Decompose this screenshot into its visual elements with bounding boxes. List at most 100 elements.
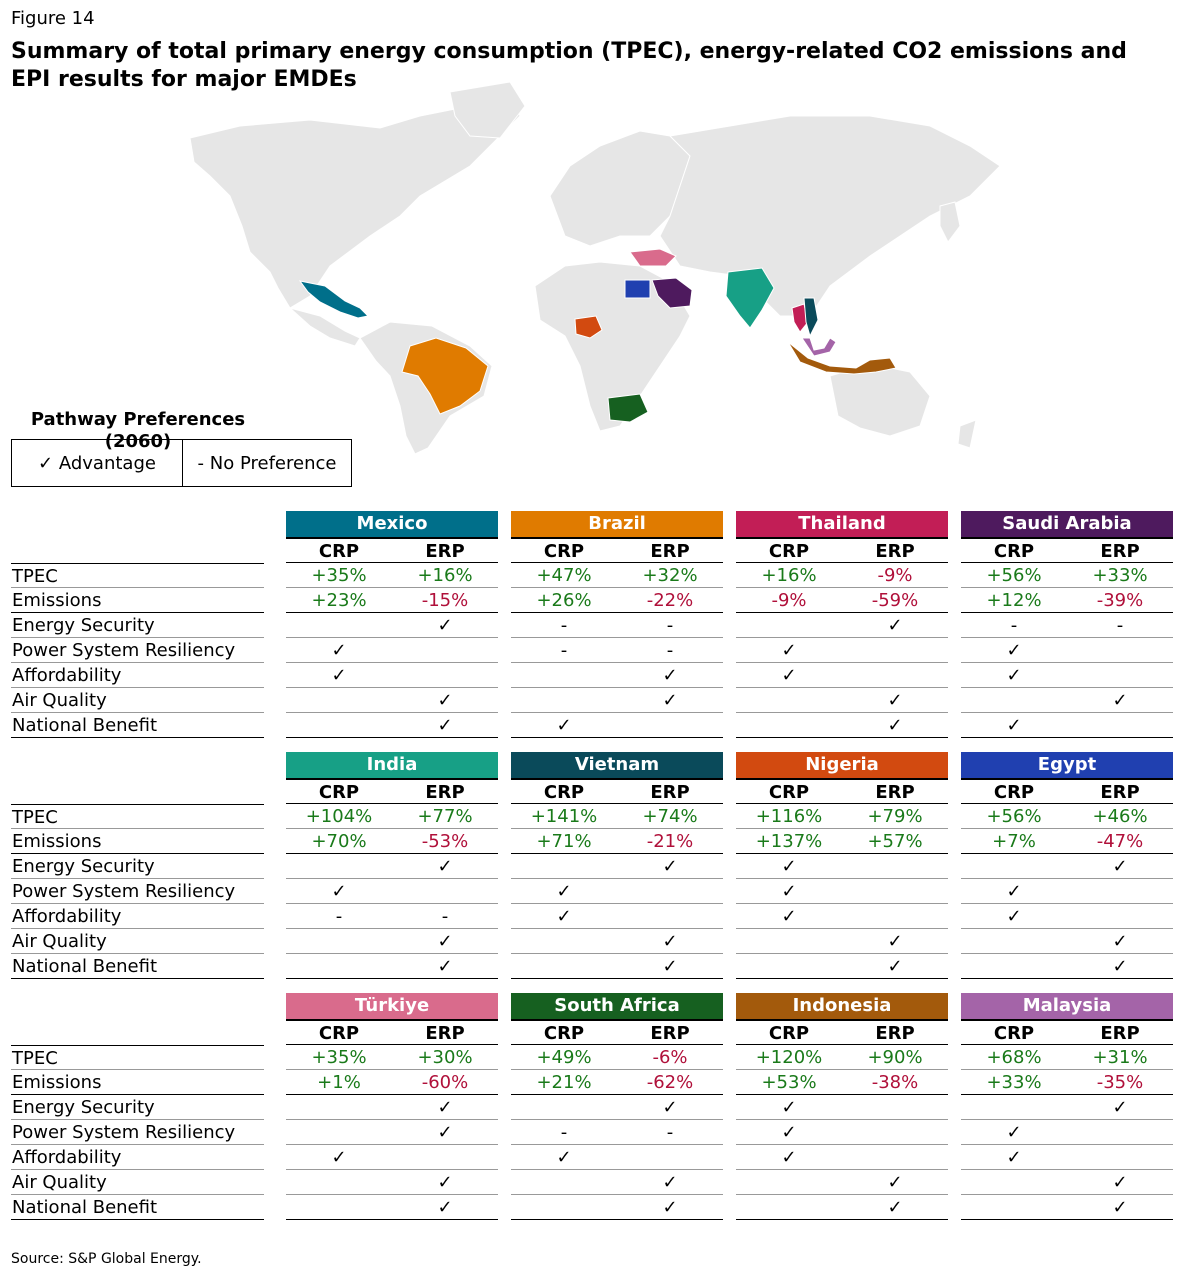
table-cell — [842, 1095, 948, 1119]
table-cell — [617, 904, 723, 928]
table-cell: ✓ — [556, 1147, 572, 1168]
japan-landmass — [939, 201, 961, 243]
table-cell — [286, 688, 392, 712]
table-cell: - — [560, 640, 568, 661]
table-row: +68% +31% — [961, 1045, 1173, 1070]
table-cell — [392, 879, 498, 903]
country-header: Indonesia — [736, 993, 948, 1019]
table-cell — [392, 663, 498, 687]
table-cell: -60% — [421, 1072, 469, 1093]
table-cell: ✓ — [437, 1172, 453, 1193]
table-row: ✓ — [511, 1095, 723, 1120]
row-label: Affordability — [11, 1145, 264, 1170]
table-cell: +47% — [536, 565, 592, 586]
table-cell — [736, 1170, 842, 1194]
row-labels: TPEC Emissions Energy Security Power System… — [11, 563, 264, 738]
table-row: ✓ — [736, 1170, 948, 1195]
table-cell — [286, 929, 392, 953]
country-header: Vietnam — [511, 752, 723, 778]
table-row: +71% -21% — [511, 829, 723, 854]
pathway-header: ERP — [875, 782, 915, 803]
table-cell — [842, 1120, 948, 1144]
table-cell — [286, 713, 392, 737]
country-column: South Africa CRP ERP +49% -6% +21% -62% ✓ - - ✓ ✓ ✓ — [511, 993, 723, 1220]
pathway-header-row: CRP ERP — [286, 1019, 498, 1045]
table-cell — [392, 638, 498, 662]
table-row: ✓ — [961, 954, 1173, 979]
country-column: Türkiye CRP ERP +35% +30% +1% -60% ✓ ✓ ✓ ✓ ✓ — [286, 993, 498, 1220]
pathway-header: CRP — [768, 541, 810, 562]
table-row: +137% +57% — [736, 829, 948, 854]
table-cell — [961, 929, 1067, 953]
table-cell: - — [666, 615, 674, 636]
table-cell: ✓ — [1006, 715, 1022, 736]
pathway-header-row: CRP ERP — [736, 1019, 948, 1045]
table-cell — [511, 663, 617, 687]
table-row: +1% -60% — [286, 1070, 498, 1095]
table-row: +120% +90% — [736, 1045, 948, 1070]
row-label: TPEC — [11, 563, 264, 588]
south-africa-shape — [607, 393, 649, 423]
pathway-header: CRP — [318, 541, 360, 562]
pathway-header: ERP — [875, 1023, 915, 1044]
table-cell: +31% — [1092, 1047, 1148, 1068]
table-row: ✓ — [286, 638, 498, 663]
table-cell: ✓ — [331, 881, 347, 902]
country-column: Nigeria CRP ERP +116% +79% +137% +57% ✓ ✓ ✓ ✓ ✓ — [736, 752, 948, 979]
pathway-header: ERP — [425, 541, 465, 562]
table-row: +56% +46% — [961, 804, 1173, 829]
table-cell: +16% — [761, 565, 817, 586]
greenland-landmass — [449, 81, 526, 139]
pathway-header: ERP — [650, 541, 690, 562]
new-zealand-landmass — [957, 419, 977, 449]
table-cell — [1067, 638, 1173, 662]
table-row: +49% -6% — [511, 1045, 723, 1070]
table-row: +23% -15% — [286, 588, 498, 613]
row-label: Affordability — [11, 663, 264, 688]
central-america-landmass — [289, 307, 361, 347]
pathway-header-row: CRP ERP — [511, 778, 723, 804]
pathway-header: CRP — [543, 541, 585, 562]
table-row: +53% -38% — [736, 1070, 948, 1095]
table-cell — [842, 1145, 948, 1169]
table-block: TPEC Emissions Energy Security Power System… — [0, 752, 1186, 988]
table-cell: -62% — [646, 1072, 694, 1093]
row-label: Emissions — [11, 1070, 264, 1095]
table-cell: +21% — [536, 1072, 592, 1093]
table-row: ✓ — [511, 854, 723, 879]
table-cell: - — [560, 1122, 568, 1143]
pathway-header: CRP — [543, 782, 585, 803]
table-cell — [961, 854, 1067, 878]
table-cell: +53% — [761, 1072, 817, 1093]
table-row: ✓ — [511, 688, 723, 713]
saudi-arabia-shape — [651, 277, 693, 309]
pathway-header-row: CRP ERP — [511, 1019, 723, 1045]
table-cell: +1% — [317, 1072, 361, 1093]
table-cell: ✓ — [437, 715, 453, 736]
table-cell: ✓ — [887, 615, 903, 636]
north-america-landmass — [189, 91, 521, 309]
table-cell: +104% — [305, 806, 373, 827]
pathway-header: CRP — [768, 782, 810, 803]
row-label: Air Quality — [11, 929, 264, 954]
table-cell: ✓ — [781, 881, 797, 902]
legend-no-preference: - No Preference — [197, 452, 337, 474]
table-cell: ✓ — [1006, 881, 1022, 902]
table-cell: -47% — [1096, 831, 1144, 852]
table-row: ✓ — [286, 1170, 498, 1195]
table-row: ✓ — [286, 854, 498, 879]
table-cell: - — [441, 906, 449, 927]
table-cell: ✓ — [781, 1147, 797, 1168]
table-row: ✓ — [286, 663, 498, 688]
table-cell — [961, 688, 1067, 712]
malaysia-shape — [801, 337, 837, 357]
table-cell — [511, 854, 617, 878]
table-cell: +7% — [992, 831, 1036, 852]
country-column: Vietnam CRP ERP +141% +74% +71% -21% ✓ ✓ ✓ ✓ ✓ — [511, 752, 723, 979]
table-cell: ✓ — [331, 1147, 347, 1168]
table-row: ✓ — [511, 954, 723, 979]
table-row: ✓ — [961, 904, 1173, 929]
table-cell — [511, 1095, 617, 1119]
table-cell: ✓ — [887, 1197, 903, 1218]
table-row: +35% +30% — [286, 1045, 498, 1070]
